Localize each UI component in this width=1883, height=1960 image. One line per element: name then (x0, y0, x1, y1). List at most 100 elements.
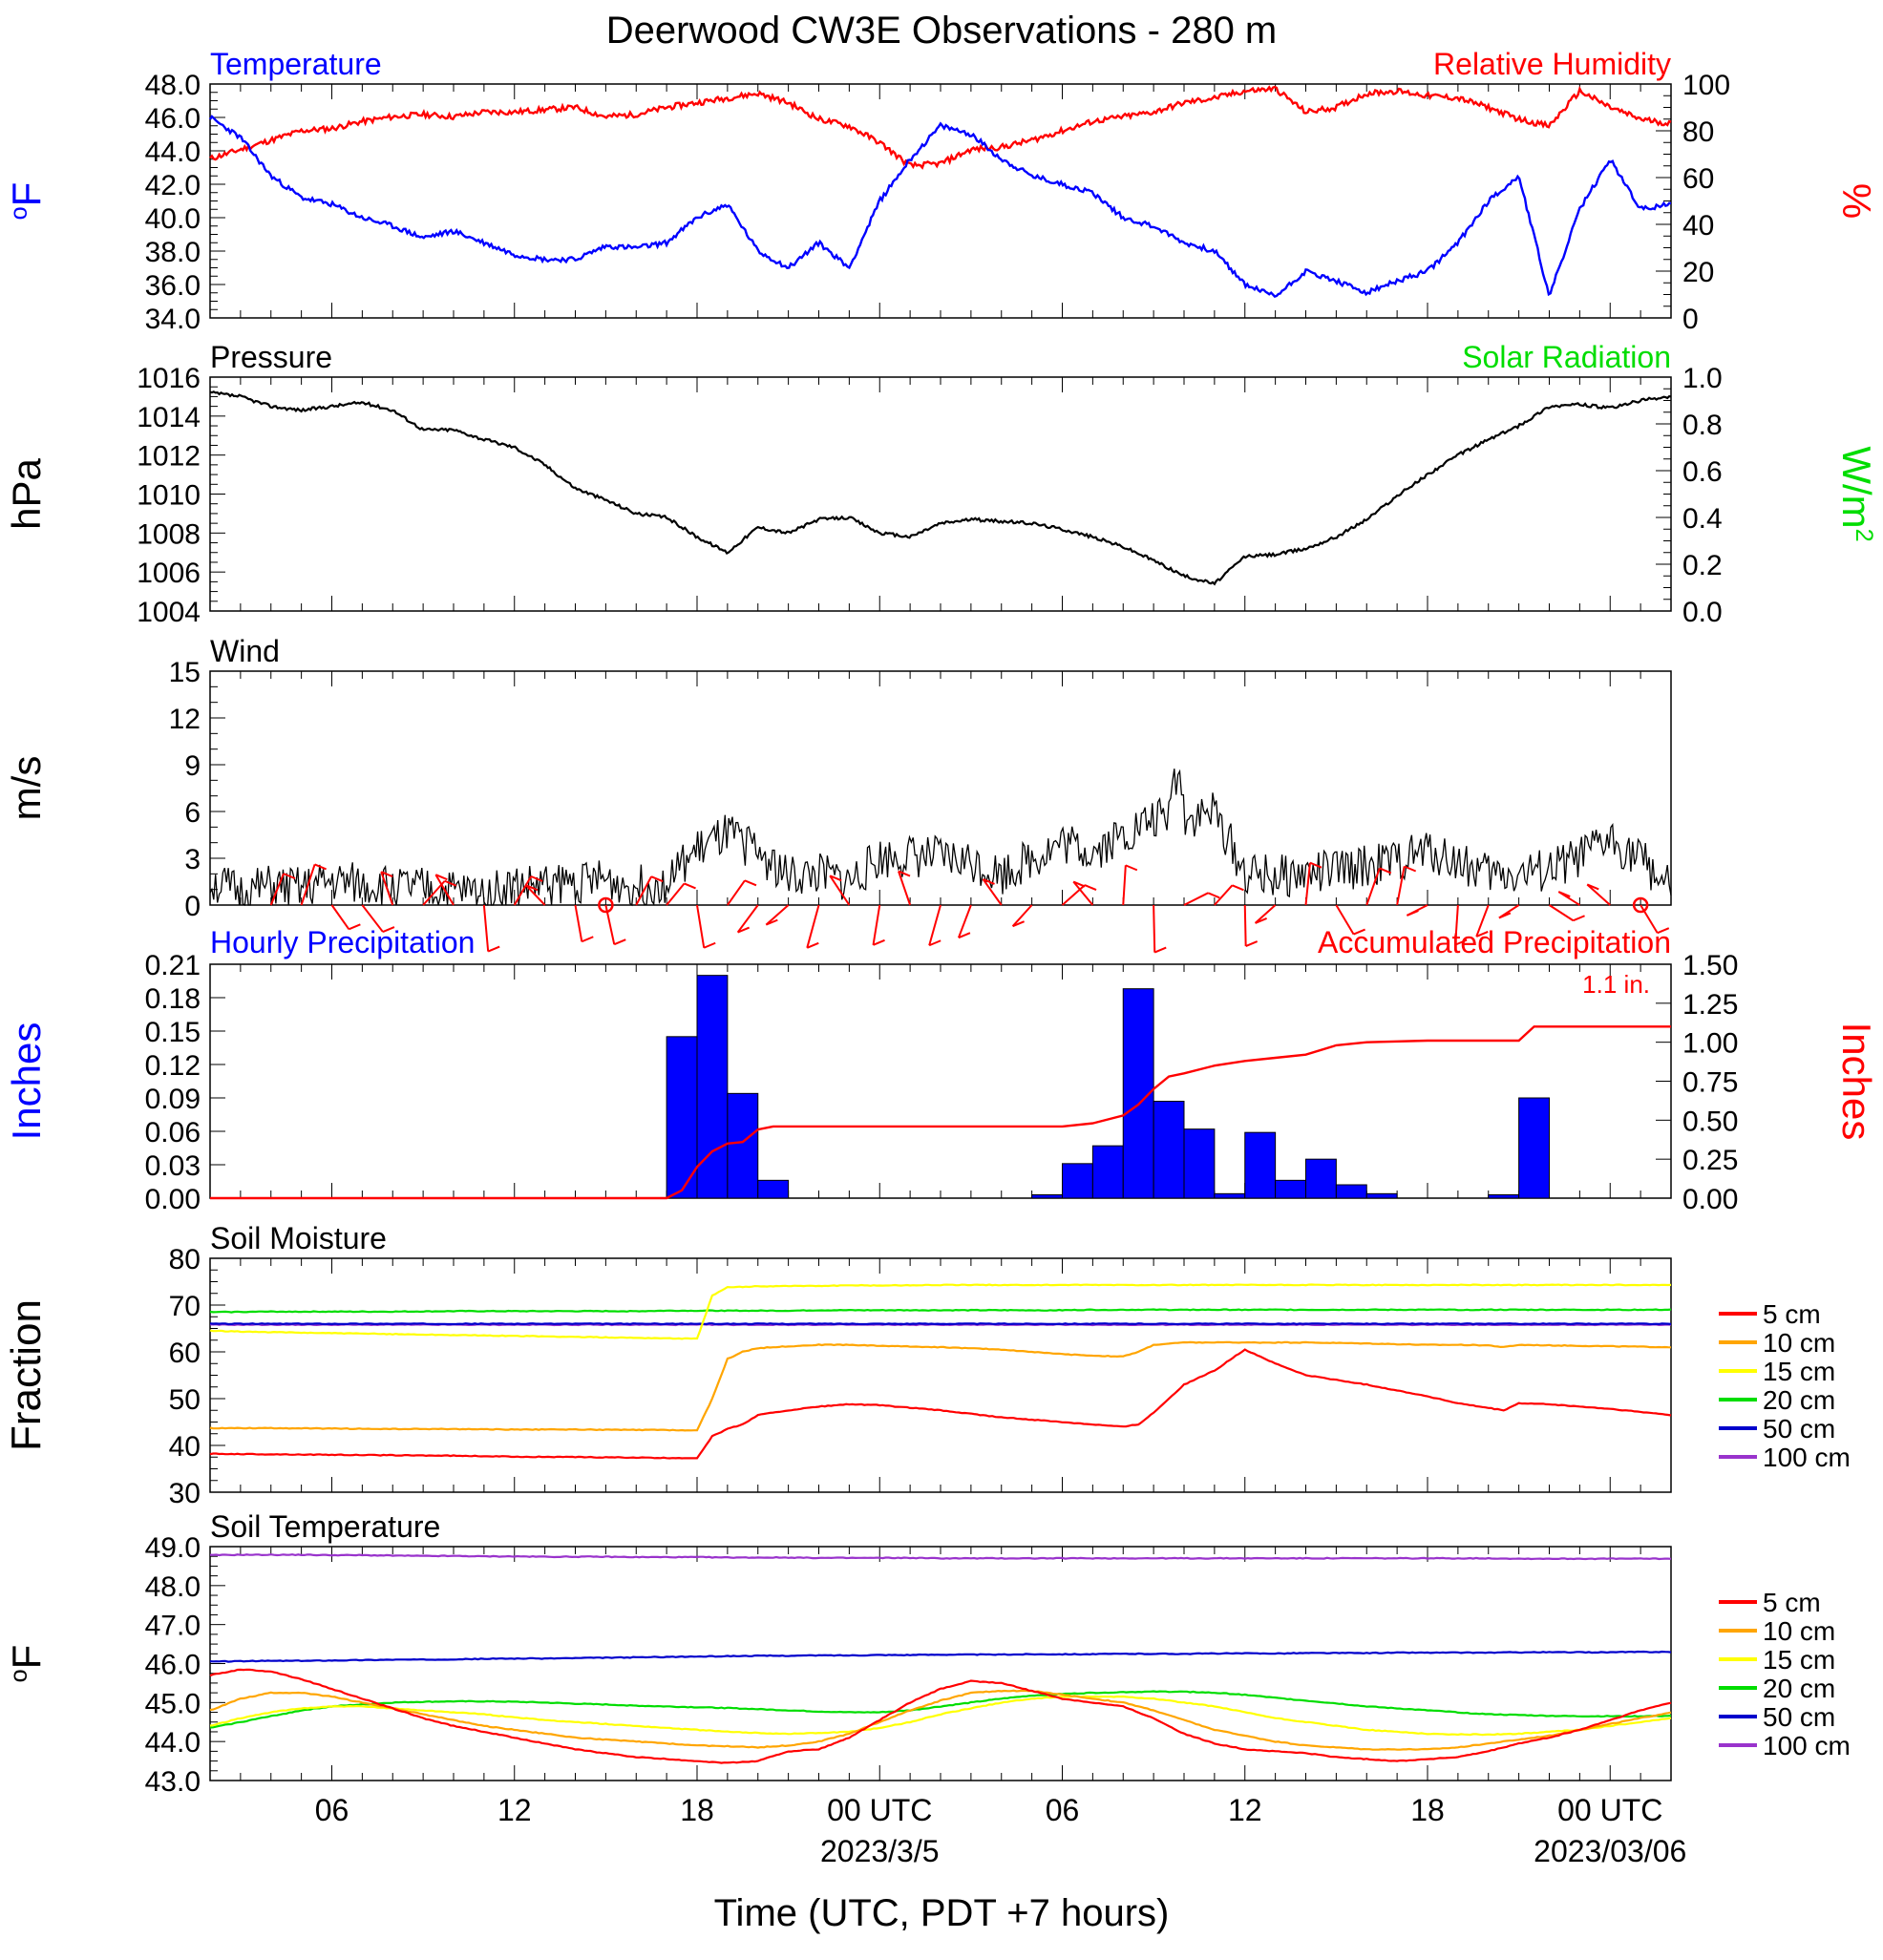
panel-temperature-humidity: 48.046.044.042.040.038.036.034.0 100 80 60 4… (4, 47, 1879, 335)
wind-barb-flag (1207, 892, 1220, 899)
calm-circle (1632, 896, 1649, 914)
legend-label: 5 cm (1763, 1588, 1821, 1617)
legend-label: 20 cm (1763, 1385, 1835, 1415)
wind-barb-staff (525, 884, 546, 906)
y-tick-label: 0.8 (1682, 410, 1723, 441)
unit-text: F (4, 182, 49, 207)
y-tick-label: 9 (184, 750, 201, 782)
y-tick-label: 0.4 (1682, 503, 1723, 535)
y-tick-label: 48.0 (145, 1571, 201, 1603)
panel-title-left: Pressure (210, 340, 332, 374)
wind-barb-staff (574, 904, 583, 942)
wind-barb-flag (314, 863, 327, 871)
soil-series-line (209, 1340, 1672, 1432)
wind-barb-flag (684, 882, 696, 890)
wind-barb-flag (530, 875, 543, 882)
wind-barb-flag (1586, 883, 1599, 891)
wind-barb-staff (806, 904, 820, 949)
y-tick-label: 43.0 (145, 1766, 201, 1798)
wind-barb (1072, 880, 1094, 906)
wind-barb-staff (1454, 904, 1459, 945)
wind-barb (829, 875, 851, 906)
wind-barb (1011, 904, 1033, 928)
wind-barb-staff (957, 904, 972, 938)
y-tick-label: 0.18 (145, 983, 201, 1015)
panel-title-left: Soil Temperature (210, 1509, 440, 1544)
y-axis-label-left: oF (4, 1645, 49, 1683)
y-tick-label: 1008 (137, 518, 201, 550)
wind-barb-flag (765, 918, 778, 926)
precip-bar (1214, 1192, 1246, 1199)
temperature-line (208, 115, 1672, 298)
wind-barb (1254, 904, 1277, 924)
wind-barb-flag (1353, 928, 1365, 936)
panel-title-left: Hourly Precipitation (210, 925, 475, 959)
wind-barb-flag (898, 870, 911, 877)
wind-barb-flag (1475, 931, 1489, 938)
y-axis-label-left: m/s (4, 756, 49, 821)
wind-barb-staff (269, 873, 285, 906)
y-tick-label: 0.12 (145, 1050, 201, 1082)
wind-barb (269, 873, 296, 906)
panel-pressure-solar: 1016 1014 1012 1010 1008 1006 1004 1.0 0.8 0.6 0.4… (4, 340, 1879, 628)
wind-barb-staff (1640, 904, 1659, 934)
legend-label: 50 cm (1763, 1702, 1835, 1732)
wind-barb (482, 904, 500, 953)
wind-barb (1061, 884, 1097, 906)
y-tick-label: 0.06 (145, 1117, 201, 1149)
wind-barb-flag (283, 873, 296, 880)
wind-barb (1243, 904, 1259, 947)
date-label: 2023/3/5 (820, 1834, 940, 1868)
y-axis-label-left: Fraction (3, 1299, 50, 1451)
y-tick-label: 3 (184, 844, 201, 875)
y-tick-label: 0.0 (1682, 597, 1723, 628)
legend-label: 10 cm (1763, 1328, 1835, 1358)
wind-barb (635, 875, 664, 906)
y-tick-label: 0.21 (145, 950, 201, 981)
precip-bar (1305, 1158, 1337, 1199)
wind-barb-flag (928, 939, 942, 947)
y-tick-label: 1012 (137, 441, 201, 473)
accumulated-precip-line (210, 1025, 1671, 1200)
y-tick-label: 40 (1682, 210, 1714, 242)
wind-barb-staff (434, 874, 455, 906)
y-tick-label: 0.00 (1682, 1184, 1738, 1215)
wind-barb (1153, 904, 1167, 954)
legend-label: 100 cm (1763, 1731, 1851, 1760)
wind-barb-staff (380, 871, 394, 906)
wind-barb-staff (727, 879, 746, 906)
wind-barb-staff (1475, 904, 1490, 938)
wind-barb-staff (361, 904, 384, 933)
wind-barb-flag (829, 875, 842, 882)
panel-title-left: Wind (210, 634, 280, 668)
y-tick-label: 0.50 (1682, 1106, 1738, 1137)
x-tick-label: 12 (497, 1793, 532, 1827)
y-tick-label: 0.00 (145, 1184, 201, 1215)
soil-series-line (209, 1668, 1672, 1764)
soil-series-line (209, 1322, 1672, 1326)
wind-barb-flag (737, 926, 751, 934)
wind-barb-flag (1557, 891, 1571, 898)
wind-barb (525, 884, 546, 906)
wind-barb-flag (1498, 912, 1512, 919)
wind-barb-flag (1125, 864, 1138, 872)
y-tick-label: 1006 (137, 558, 201, 589)
wind-barb-flag (1084, 884, 1097, 891)
wind-barb-staff (898, 871, 912, 906)
wind-barb (898, 870, 912, 906)
y-tick-label: 70 (169, 1291, 201, 1322)
unit-superscript: 2 (1851, 529, 1877, 542)
wind-barb-flag (1072, 880, 1086, 888)
y-tick-label: 1010 (137, 480, 201, 512)
wind-barb-staff (872, 904, 881, 946)
y-tick-label: 12 (169, 704, 201, 735)
panel-title-left: Temperature (210, 47, 382, 81)
wind-barb (574, 904, 594, 943)
y-tick-label: 40 (169, 1431, 201, 1463)
pressure-line (209, 390, 1672, 586)
wind-barb (1406, 904, 1428, 917)
soil-series-line (209, 1283, 1672, 1340)
wind-barb-staff (1304, 862, 1311, 906)
